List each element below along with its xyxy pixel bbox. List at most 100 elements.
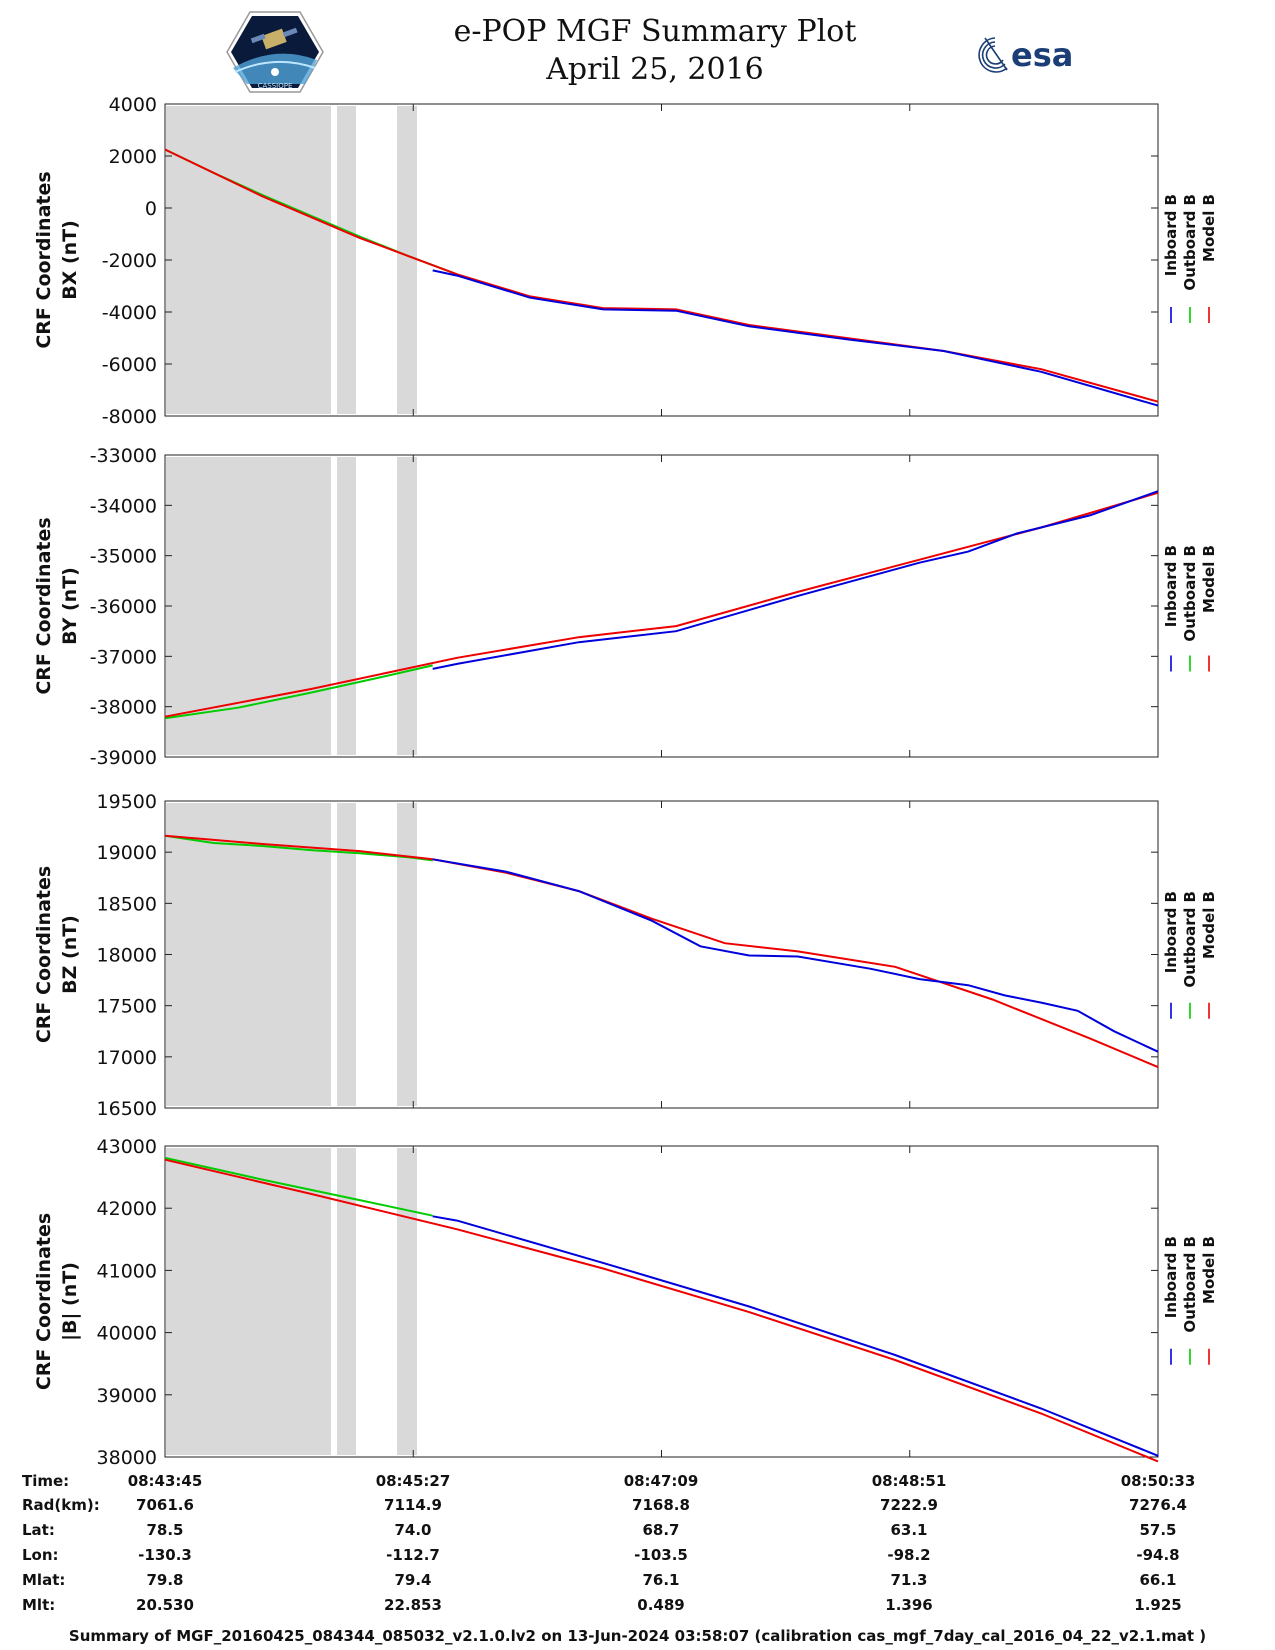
ephemeris-value: 79.8 [146,1571,184,1589]
ephemeris-value: 74.0 [394,1521,432,1539]
y-tick-label: 2000 [109,146,157,168]
ephemeris-value: 71.3 [890,1571,928,1589]
ephemeris-row-label: Time: [22,1472,70,1490]
ephemeris-value: 08:48:51 [871,1472,947,1490]
esa-logo-text: esa [1011,36,1073,74]
ephemeris-row-label: Mlt: [22,1596,56,1614]
data-gap-band [337,1148,356,1455]
legend-label: Outboard B [1181,194,1199,291]
data-gap-band [397,106,417,414]
cassiope-logo: CASSIOPE [226,11,324,93]
data-gap-band [397,457,417,755]
ephemeris-value: 08:45:27 [375,1472,451,1490]
y-tick-label: 42000 [97,1198,157,1220]
y-tick-label: 16500 [97,1098,157,1120]
ephemeris-value: 79.4 [394,1571,432,1589]
y-tick-label: -39000 [90,747,157,769]
series-model-b [164,1158,1159,1463]
y-tick-label: 0 [145,198,157,220]
y-axis-unit-label: BX (nT) [59,220,81,300]
y-tick-label: 39000 [97,1385,157,1407]
y-axis-unit-label: |B| (nT) [59,1262,81,1341]
data-gap-band [166,457,331,755]
series-outboard-b [164,664,433,720]
footer-summary: Summary of MGF_20160425_084344_085032_v2… [68,1627,1207,1645]
panel-bmag: 38000 39000 40000 41000 42000 43000 CRF Coordi… [33,1136,1218,1469]
data-gap-band [166,1148,331,1455]
y-axis-label: CRF Coordinates [33,1213,55,1390]
y-tick-label: -34000 [90,495,157,517]
ephemeris-value: -130.3 [138,1546,192,1564]
y-axis-label: CRF Coordinates [33,866,55,1043]
ephemeris-row-label: Mlat: [22,1571,66,1589]
legend-label: Inboard B [1162,545,1180,627]
data-gap-band [397,803,417,1106]
ephemeris-value: 57.5 [1139,1521,1177,1539]
esa-logo: esa [978,36,1073,74]
y-tick-label: -33000 [90,445,157,467]
data-gap-band [337,106,356,414]
ephemeris-value: 1.396 [885,1596,933,1614]
ephemeris-value: 7276.4 [1129,1496,1187,1514]
panel-bx: -8000 -6000 -4000 -2000 0 2000 4000 CRF Coordin… [33,94,1218,428]
series-inboard-b [432,1215,1159,1457]
ephemeris-value: 0.489 [637,1596,685,1614]
y-axis-unit-label: BZ (nT) [59,915,81,994]
y-tick-label: 41000 [97,1260,157,1282]
series-inboard-b [432,858,1159,1053]
ephemeris-value: -98.2 [887,1546,931,1564]
ephemeris-row-label: Lat: [22,1521,55,1539]
y-tick-label: -2000 [102,250,157,272]
ephemeris-value: 7061.6 [136,1496,194,1514]
ephemeris-value: -94.8 [1136,1546,1180,1564]
ephemeris-value: 63.1 [890,1521,928,1539]
legend-label: Inboard B [1162,891,1180,973]
legend-label: Model B [1200,891,1218,959]
data-gap-band [397,1148,417,1455]
ephemeris-value: -112.7 [386,1546,440,1564]
ephemeris-value: 20.530 [136,1596,194,1614]
data-gap-band [337,803,356,1106]
y-tick-label: 17000 [97,1047,157,1069]
ephemeris-value: 78.5 [146,1521,184,1539]
ephemeris-value: 1.925 [1134,1596,1182,1614]
data-gap-band [166,803,331,1106]
y-tick-label: -8000 [102,406,157,428]
ephemeris-value: 08:47:09 [623,1472,699,1490]
y-tick-label: 38000 [97,1447,157,1469]
legend-label: Inboard B [1162,194,1180,276]
y-tick-label: 40000 [97,1323,157,1345]
data-gap-band [337,457,356,755]
y-tick-label: 43000 [97,1136,157,1158]
y-tick-label: 4000 [109,94,157,116]
y-tick-label: -38000 [90,697,157,719]
plot-date: April 25, 2016 [546,52,764,87]
legend-label: Inboard B [1162,1236,1180,1318]
series-inboard-b [432,269,1159,407]
y-tick-label: 17500 [97,996,157,1018]
y-tick-label: -35000 [90,546,157,568]
series-inboard-b [432,490,1159,670]
ephemeris-value: 7168.8 [632,1496,690,1514]
y-tick-label: 19000 [97,842,157,864]
ephemeris-value: 76.1 [642,1571,680,1589]
legend-label: Outboard B [1181,545,1199,642]
ephemeris-value: 22.853 [384,1596,442,1614]
series-model-b [164,491,1159,718]
y-tick-label: -37000 [90,646,157,668]
panel-bz: 16500 17000 17500 18000 18500 19000 19500 CRF C… [33,791,1218,1120]
ephemeris-row-label: Lon: [22,1546,59,1564]
y-axis-label: CRF Coordinates [33,517,55,694]
ephemeris-row-label: Rad(km): [22,1496,100,1514]
ephemeris-value: 7222.9 [880,1496,938,1514]
series-model-b [164,834,1159,1069]
ephemeris-value: 08:43:45 [127,1472,203,1490]
y-tick-label: -36000 [90,596,157,618]
series-outboard-b [164,1156,433,1217]
y-tick-label: 18000 [97,945,157,967]
legend-label: Outboard B [1181,1236,1199,1333]
y-axis-unit-label: BY (nT) [59,567,81,645]
y-axis-label: CRF Coordinates [33,171,55,348]
y-tick-label: -4000 [102,302,157,324]
